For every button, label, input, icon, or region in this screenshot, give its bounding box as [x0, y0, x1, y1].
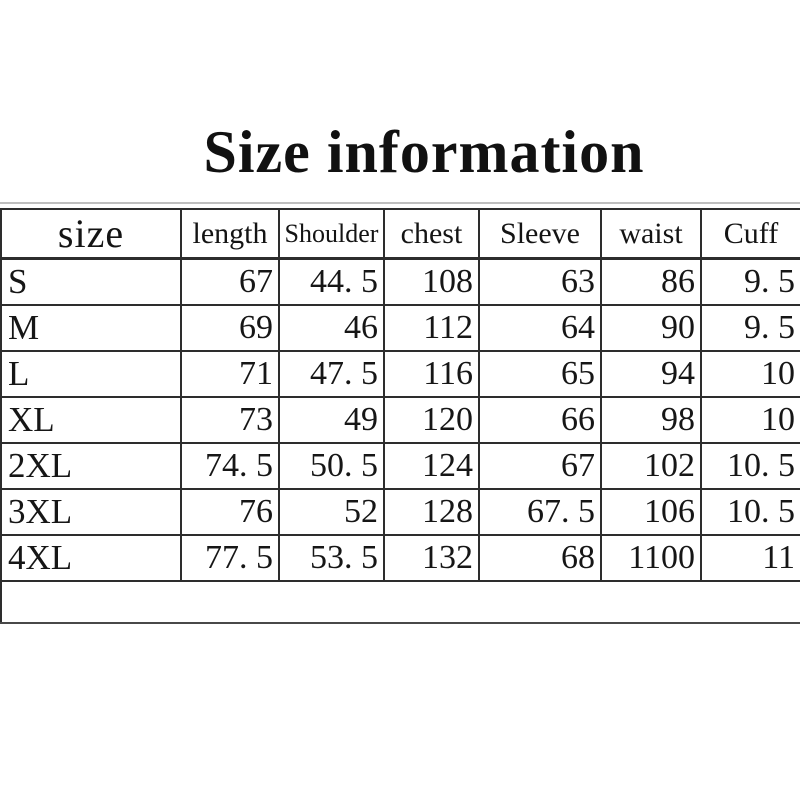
cell-shoulder: 52	[278, 487, 385, 536]
cell-shoulder: 47. 5	[278, 349, 385, 398]
cell-sleeve: 64	[478, 303, 602, 352]
cell-cuff: 10	[700, 349, 800, 398]
cell-waist: 94	[600, 349, 702, 398]
empty-footer-cell	[0, 579, 800, 623]
table-row-3xl: 3XL 76 52 128 67. 5 106 10. 5	[0, 487, 800, 536]
cell-waist: 90	[600, 303, 702, 352]
scan-artifact-line-bottom	[0, 622, 800, 624]
cell-shoulder: 44. 5	[278, 257, 385, 306]
cell-cuff: 10. 5	[700, 487, 800, 536]
cell-size: 2XL	[0, 441, 182, 490]
cell-size: M	[0, 303, 182, 352]
cell-shoulder: 49	[278, 395, 385, 444]
cell-waist: 98	[600, 395, 702, 444]
cell-waist: 86	[600, 257, 702, 306]
cell-cuff: 11	[700, 533, 800, 582]
cell-length: 74. 5	[180, 441, 280, 490]
page-title: Size information	[203, 119, 645, 185]
cell-chest: 112	[383, 303, 480, 352]
header-row: size length Shoulder chest Sleeve waist …	[0, 208, 800, 260]
cell-chest: 132	[383, 533, 480, 582]
cell-sleeve: 66	[478, 395, 602, 444]
header-cell-length: length	[180, 208, 280, 260]
cell-size: 4XL	[0, 533, 182, 582]
cell-waist: 102	[600, 441, 702, 490]
header-cell-sleeve: Sleeve	[478, 208, 602, 260]
header-cell-size: size	[0, 208, 182, 260]
cell-cuff: 10	[700, 395, 800, 444]
cell-chest: 124	[383, 441, 480, 490]
cell-chest: 116	[383, 349, 480, 398]
cell-length: 73	[180, 395, 280, 444]
cell-size: 3XL	[0, 487, 182, 536]
cell-waist: 1100	[600, 533, 702, 582]
cell-cuff: 9. 5	[700, 257, 800, 306]
cell-length: 77. 5	[180, 533, 280, 582]
cell-chest: 108	[383, 257, 480, 306]
cell-size: XL	[0, 395, 182, 444]
scan-artifact-line-top	[0, 202, 800, 204]
cell-shoulder: 46	[278, 303, 385, 352]
cell-sleeve: 67	[478, 441, 602, 490]
cell-size: L	[0, 349, 182, 398]
cell-shoulder: 50. 5	[278, 441, 385, 490]
header-cell-waist: waist	[600, 208, 702, 260]
cell-chest: 128	[383, 487, 480, 536]
cell-length: 76	[180, 487, 280, 536]
header-cell-chest: chest	[383, 208, 480, 260]
cell-sleeve: 67. 5	[478, 487, 602, 536]
cell-shoulder: 53. 5	[278, 533, 385, 582]
cell-chest: 120	[383, 395, 480, 444]
table-row-s: S 67 44. 5 108 63 86 9. 5	[0, 257, 800, 306]
cell-waist: 106	[600, 487, 702, 536]
table-row-l: L 71 47. 5 116 65 94 10	[0, 349, 800, 398]
cell-length: 67	[180, 257, 280, 306]
cell-sleeve: 68	[478, 533, 602, 582]
table-row-xl: XL 73 49 120 66 98 10	[0, 395, 800, 444]
cell-cuff: 10. 5	[700, 441, 800, 490]
header-cell-cuff: Cuff	[700, 208, 800, 260]
header-cell-shoulder: Shoulder	[278, 208, 385, 260]
cell-length: 69	[180, 303, 280, 352]
cell-length: 71	[180, 349, 280, 398]
size-chart-table: size length Shoulder chest Sleeve waist …	[0, 208, 800, 623]
empty-footer-row	[0, 579, 800, 623]
cell-sleeve: 65	[478, 349, 602, 398]
table-row-4xl: 4XL 77. 5 53. 5 132 68 1100 11	[0, 533, 800, 582]
cell-cuff: 9. 5	[700, 303, 800, 352]
cell-sleeve: 63	[478, 257, 602, 306]
cell-size: S	[0, 257, 182, 306]
table-row-m: M 69 46 112 64 90 9. 5	[0, 303, 800, 352]
table-row-2xl: 2XL 74. 5 50. 5 124 67 102 10. 5	[0, 441, 800, 490]
